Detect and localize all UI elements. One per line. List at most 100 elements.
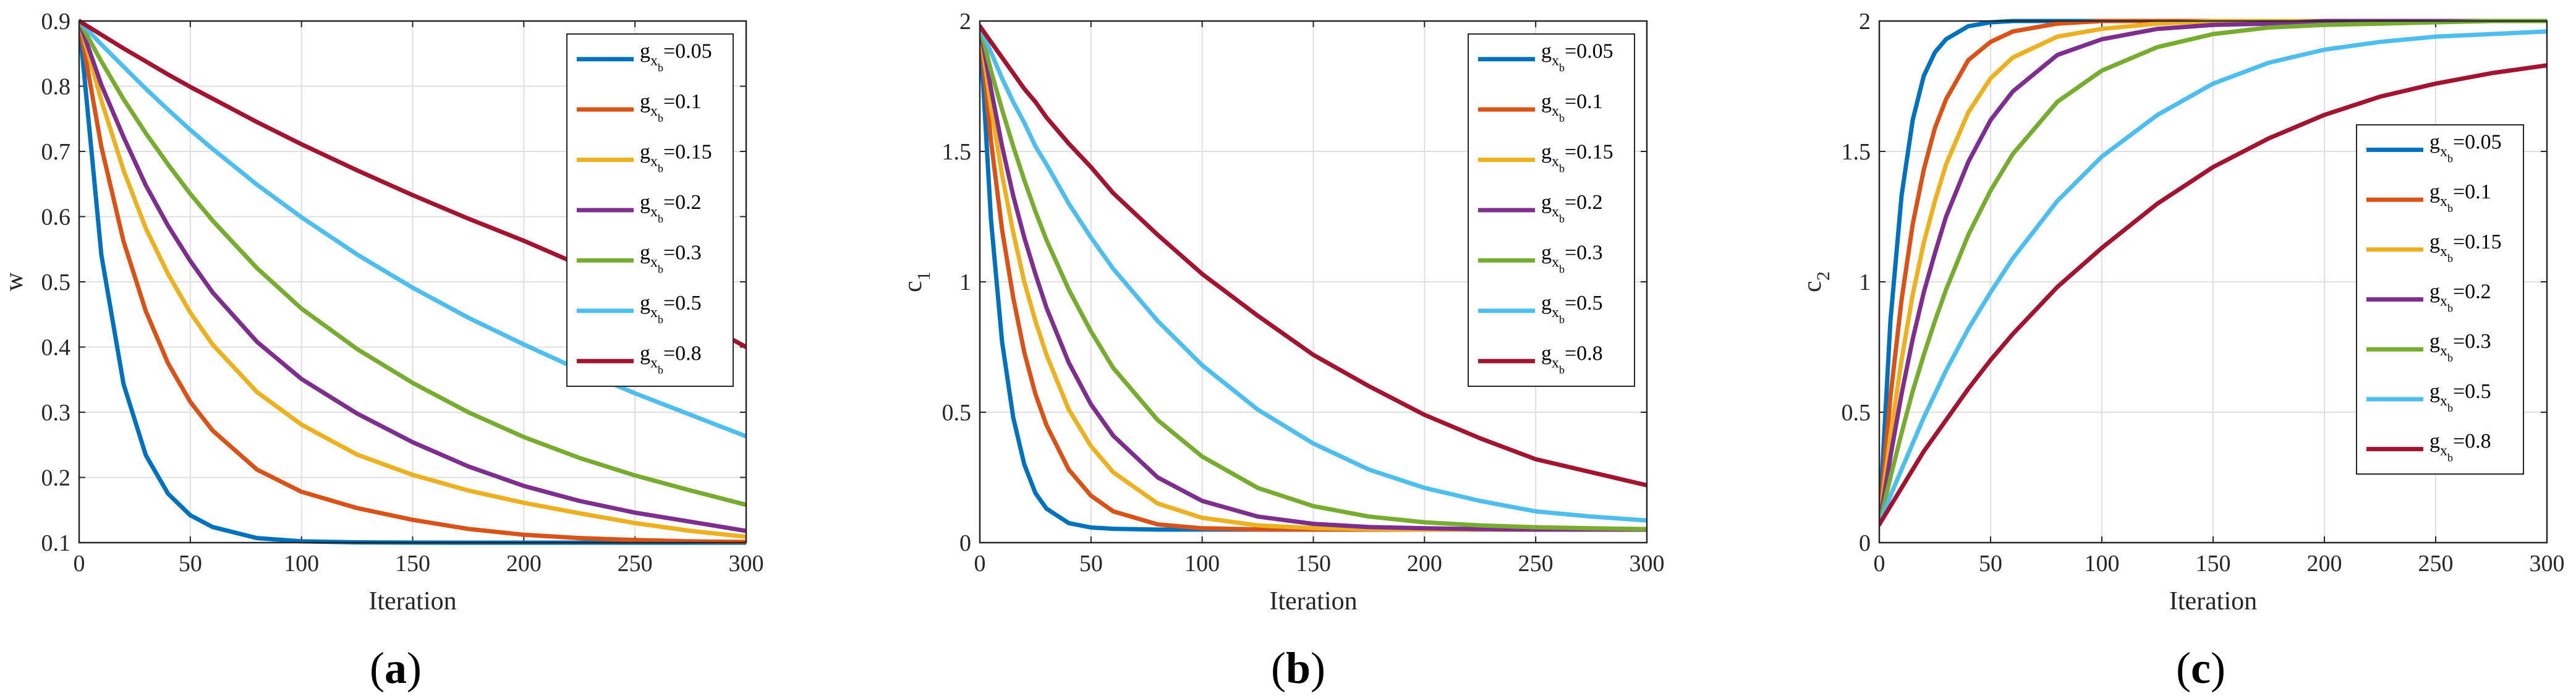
x-axis-label: Iteration — [1269, 587, 1357, 616]
legend-label-subsub: b — [2447, 202, 2453, 214]
legend-label: gxb=0.3 — [640, 241, 702, 275]
legend-item: gxb=0.3 — [577, 241, 702, 275]
legend-label-sub: x — [650, 305, 658, 321]
x-tick-label: 50 — [1979, 551, 2002, 577]
legend-label-sub: x — [1552, 154, 1559, 170]
legend-label-subsub: b — [2447, 452, 2453, 464]
legend-label-subsub: b — [2447, 152, 2453, 164]
x-tick-label: 150 — [395, 551, 430, 577]
y-tick-label: 1.5 — [1842, 139, 1871, 165]
legend-label: gxb=0.2 — [640, 191, 702, 225]
legend-label-subsub: b — [2447, 302, 2453, 315]
legend-label: gxb=0.1 — [640, 90, 702, 124]
legend-label-value: =0.5 — [1565, 292, 1603, 315]
caption-close: ) — [407, 643, 422, 693]
legend-label: gxb=0.8 — [640, 342, 702, 376]
x-tick-label: 50 — [179, 551, 202, 577]
y-axis-label: w — [0, 272, 28, 291]
legend-label-base: g — [640, 191, 650, 214]
legend-label-sub: x — [2440, 443, 2447, 459]
legend-label-base: g — [2429, 281, 2440, 303]
legend-label-base: g — [2429, 330, 2440, 353]
series-line — [1879, 19, 2547, 527]
legend-label-value: =0.8 — [663, 342, 702, 365]
legend-label-base: g — [2429, 380, 2440, 403]
legend-item: gxb=0.15 — [577, 141, 712, 175]
legend-label-subsub: b — [2447, 352, 2453, 364]
x-tick-label: 250 — [2418, 551, 2454, 577]
series-line — [980, 23, 1647, 532]
legend-item: gxb=0.05 — [2366, 130, 2502, 164]
legend-item: gxb=0.15 — [1478, 141, 1613, 175]
y-axis-label-main: c — [1798, 281, 1827, 292]
legend-label-sub: x — [2440, 343, 2447, 359]
x-tick-label: 150 — [2196, 551, 2231, 577]
legend-label: gxb=0.8 — [2429, 430, 2491, 464]
legend-label-sub: x — [2440, 244, 2447, 260]
y-tick-label: 0.1 — [41, 530, 71, 556]
legend-label-sub: x — [1552, 254, 1559, 270]
legend-label: gxb=0.8 — [1541, 342, 1603, 376]
legend-label-subsub: b — [658, 163, 663, 175]
x-tick-label: 100 — [284, 551, 319, 577]
legend-item: gxb=0.2 — [1478, 191, 1603, 225]
legend-label: gxb=0.5 — [1541, 292, 1603, 326]
legend-label-base: g — [1541, 191, 1552, 214]
x-tick-label: 200 — [506, 551, 542, 577]
y-tick-label: 2 — [959, 9, 971, 35]
x-tick-label: 0 — [974, 551, 986, 577]
y-tick-label: 0.3 — [41, 400, 71, 426]
legend-label-value: =0.8 — [2453, 430, 2491, 453]
x-tick-label: 100 — [2085, 551, 2120, 577]
legend-label: gxb=0.5 — [2429, 380, 2491, 414]
series-line — [1879, 29, 2547, 527]
legend-label-subsub: b — [1559, 112, 1565, 124]
legend-item: gxb=0.15 — [2366, 231, 2502, 265]
legend-item: gxb=0.1 — [1478, 90, 1603, 124]
legend-label-sub: x — [2440, 193, 2447, 210]
axes-box — [78, 20, 747, 544]
y-axis-label-main: w — [0, 272, 28, 291]
legend-label-value: =0.2 — [663, 191, 702, 214]
legend-label-subsub: b — [658, 363, 663, 376]
legend-label-sub: x — [1552, 53, 1559, 69]
y-tick-label: 0.5 — [41, 269, 71, 295]
legend-label-subsub: b — [1559, 313, 1565, 326]
legend-label-base: g — [640, 40, 650, 63]
y-tick-label: 0.6 — [41, 205, 71, 231]
legend-label-base: g — [2429, 430, 2440, 453]
panel-a: 0 50 100 150 200 250 300 0.1 0.2 0.3 0.4 0.5 0.6 0.7 0… — [0, 9, 764, 693]
legend-label-sub: x — [650, 204, 658, 220]
legend-label-value: =0.05 — [1565, 40, 1613, 63]
y-axis-label-subscript: 2 — [1813, 271, 1834, 281]
panel-caption: (a) — [370, 643, 422, 693]
legend-item: gxb=0.05 — [577, 40, 712, 74]
legend: gxb=0.05gxb=0.1gxb=0.15gxb=0.2gxb=0.3gxb… — [2356, 124, 2524, 475]
legend-label-subsub: b — [1559, 62, 1565, 74]
legend-label-sub: x — [2440, 294, 2447, 310]
legend-item: gxb=0.5 — [2366, 380, 2491, 414]
x-tick-label: 0 — [74, 551, 85, 577]
legend-label-subsub: b — [658, 213, 663, 225]
legend: gxb=0.05gxb=0.1gxb=0.15gxb=0.2gxb=0.3gxb… — [566, 33, 734, 387]
x-tick-label: 300 — [2530, 551, 2565, 577]
x-tick-label: 200 — [2307, 551, 2342, 577]
legend-label-base: g — [1541, 241, 1552, 264]
legend-label-base: g — [640, 342, 650, 365]
legend-label-value: =0.1 — [1565, 90, 1603, 113]
legend-label-value: =0.5 — [2453, 380, 2491, 403]
legend-label-value: =0.8 — [1565, 342, 1603, 365]
legend-label-sub: x — [2440, 143, 2447, 159]
legend-label: gxb=0.05 — [2429, 130, 2502, 164]
legend-item: gxb=0.8 — [1478, 342, 1603, 376]
legend-label-value: =0.15 — [663, 141, 712, 164]
legend-label: gxb=0.05 — [640, 40, 712, 74]
legend-label-base: g — [640, 90, 650, 113]
legend-item: gxb=0.2 — [577, 191, 702, 225]
legend-item: gxb=0.3 — [2366, 330, 2491, 364]
panel-b: 0 50 100 150 200 250 30000.511.52Iterationc1gx… — [899, 9, 1665, 693]
series-line — [980, 23, 1647, 488]
legend-label-sub: x — [650, 103, 658, 119]
caption-open: ( — [370, 643, 385, 693]
legend-label-subsub: b — [658, 62, 663, 74]
